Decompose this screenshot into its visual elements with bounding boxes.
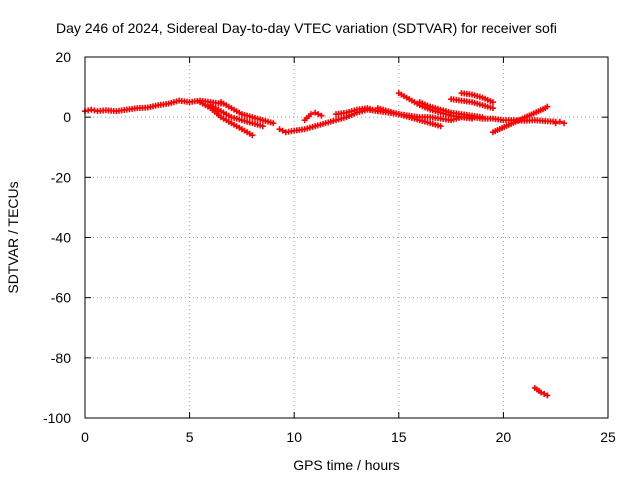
data-point [437,123,444,130]
gridlines [85,57,608,418]
data-point [307,111,314,118]
data-point [259,123,266,130]
x-axis-label: GPS time / hours [293,457,400,473]
data-point [541,390,548,397]
chart-title: Day 246 of 2024, Sidereal Day-to-day VTE… [56,20,557,36]
x-tick-label: 25 [600,429,616,445]
x-tick-label: 10 [286,429,302,445]
data-point [318,112,325,119]
data-point [312,109,319,116]
x-tick-label: 5 [186,429,194,445]
y-tick-label: -100 [43,410,71,426]
x-tick-label: 20 [496,429,512,445]
axis-ticks: 0 5 10 15 20 25 -100 -80 -60 -40 -20 0 20 [43,49,616,445]
data-point [315,111,322,118]
data-point [270,120,277,127]
x-tick-label: 0 [81,429,89,445]
data-point [489,105,496,112]
plot-frame [84,56,609,419]
data-points [82,90,568,399]
data-point [561,120,568,127]
data-point [556,118,563,125]
y-tick-label: -20 [51,169,71,185]
data-point [249,132,256,139]
y-axis-label: SDTVAR / TECUs [5,181,21,293]
data-point [276,126,283,133]
data-point [479,114,486,121]
y-tick-label: -60 [51,290,71,306]
data-point [489,99,496,106]
y-tick-label: -80 [51,350,71,366]
y-tick-label: 0 [63,109,71,125]
data-point [279,127,286,134]
y-tick-label: -40 [51,230,71,246]
data-point [544,392,551,399]
data-point [538,389,545,396]
data-point [544,103,551,110]
x-tick-label: 15 [391,429,407,445]
y-tick-label: 20 [55,49,71,65]
data-point [552,120,559,127]
